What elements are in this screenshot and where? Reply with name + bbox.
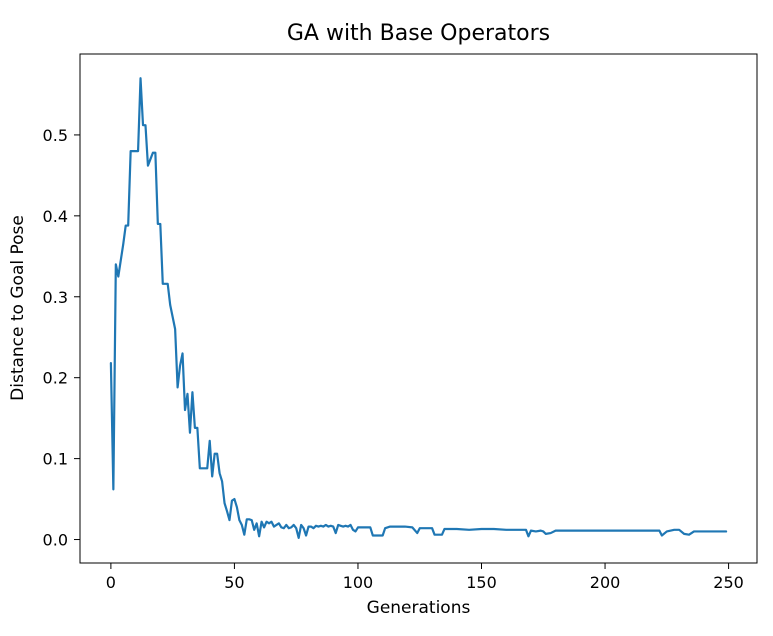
y-tick-label: 0.1	[43, 450, 68, 469]
y-tick-label: 0.3	[43, 288, 68, 307]
y-tick-label: 0.0	[43, 531, 68, 550]
x-tick-label: 0	[106, 573, 116, 592]
x-tick-label: 150	[466, 573, 497, 592]
y-tick-label: 0.5	[43, 126, 68, 145]
x-axis: 0 50 100 150 200 250	[106, 563, 744, 592]
x-tick-label: 50	[224, 573, 244, 592]
chart-title: GA with Base Operators	[287, 21, 550, 46]
plot-area	[109, 77, 728, 540]
x-axis-label: Generations	[367, 598, 471, 618]
y-tick-label: 0.2	[43, 369, 68, 388]
x-tick-label: 200	[590, 573, 621, 592]
series-line-0	[109, 77, 728, 540]
plot-frame	[79, 53, 758, 564]
y-axis-label: Distance to Goal Pose	[8, 215, 28, 401]
y-axis: 0.0 0.1 0.2 0.3 0.4 0.5	[43, 126, 80, 550]
y-tick-label: 0.4	[43, 207, 68, 226]
x-tick-label: 250	[713, 573, 744, 592]
x-tick-label: 100	[343, 573, 374, 592]
